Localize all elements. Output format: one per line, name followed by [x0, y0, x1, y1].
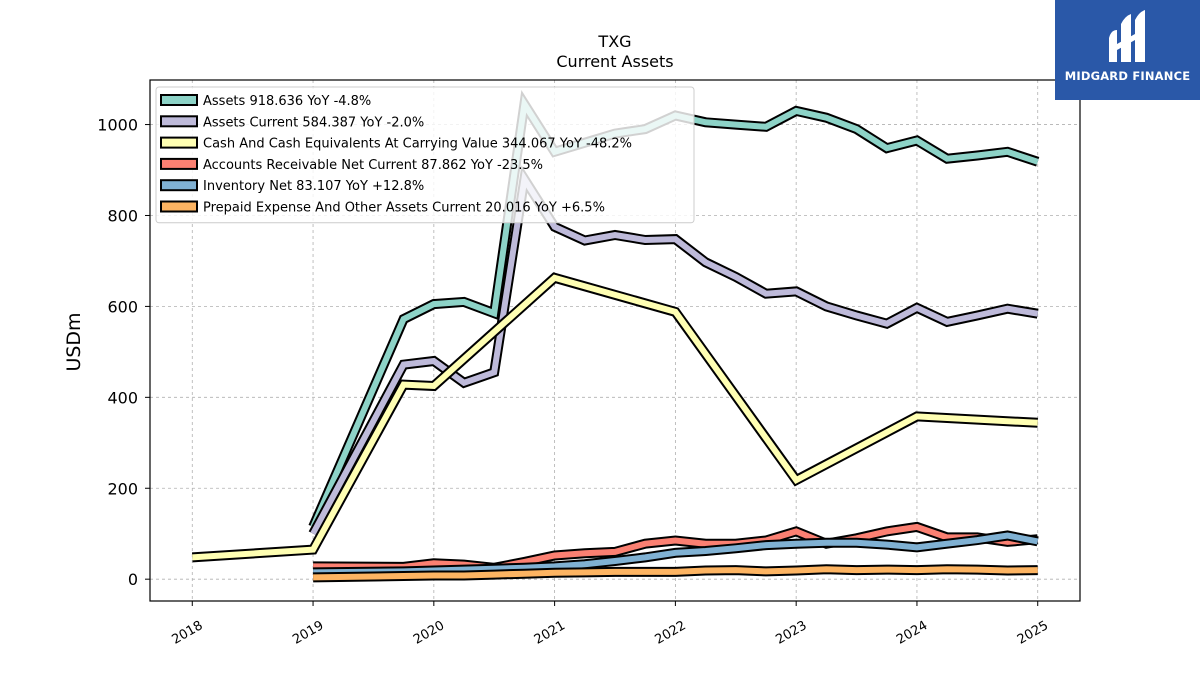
legend-swatch: [160, 200, 198, 213]
chart-title: TXG: [597, 32, 631, 51]
legend-label: Cash And Cash Equivalents At Carrying Va…: [203, 137, 632, 152]
y-tick-label: 200: [107, 479, 138, 498]
x-tick-label: 2022: [653, 618, 689, 648]
x-tick-label: 2023: [773, 618, 809, 648]
series-line-3: [191, 272, 1038, 563]
y-tick-label: 800: [107, 206, 138, 225]
legend-item: Cash And Cash Equivalents At Carrying Va…: [160, 136, 632, 152]
legend-swatch: [160, 115, 198, 128]
series-lines: [191, 89, 1040, 583]
midgard-m-logo-icon: [1109, 10, 1145, 62]
legend-item: Accounts Receivable Net Current 87.862 Y…: [160, 157, 543, 173]
legend-swatch: [160, 157, 198, 170]
legend-label: Accounts Receivable Net Current 87.862 Y…: [203, 158, 543, 173]
series-line-2: [308, 165, 1039, 537]
series-line-1: [308, 89, 1040, 529]
legend-swatch: [160, 136, 198, 149]
legend-swatch: [160, 179, 198, 192]
brand-name: MIDGARD FINANCE: [1064, 69, 1191, 83]
series-line-5: [313, 530, 1039, 578]
y-tick-label: 600: [107, 297, 138, 316]
legend-item: Inventory Net 83.107 YoY +12.8%: [160, 179, 424, 194]
x-tick-label: 2019: [290, 618, 326, 648]
legend-item: Assets Current 584.387 YoY -2.0%: [160, 115, 424, 130]
x-tick-label: 2020: [411, 618, 447, 648]
x-tick-label: 2024: [894, 618, 930, 648]
legend-swatch: [160, 94, 198, 106]
legend-label: Inventory Net 83.107 YoY +12.8%: [203, 179, 424, 194]
y-tick-label: 0: [128, 570, 138, 589]
x-tick-label: 2021: [532, 618, 568, 648]
brand-logo: MIDGARD FINANCE: [1055, 0, 1200, 100]
plot-area-frame: [149, 79, 1081, 602]
legend-label: Assets 918.636 YoY -4.8%: [203, 94, 371, 109]
legend-label: Prepaid Expense And Other Assets Current…: [203, 201, 605, 216]
chart-subtitle: Current Assets: [556, 52, 673, 71]
y-tick-label: 400: [107, 388, 138, 407]
legend-label: Assets Current 584.387 YoY -2.0%: [203, 115, 424, 130]
legend-item: Assets 918.636 YoY -4.8%: [160, 94, 371, 109]
x-tick-label: 2025: [1015, 618, 1051, 648]
legend-box: [155, 86, 695, 224]
series-line-6: [313, 564, 1038, 583]
legend-item: Prepaid Expense And Other Assets Current…: [160, 200, 605, 216]
y-axis-label: USDm: [63, 312, 85, 371]
y-tick-label: 1000: [97, 116, 138, 135]
x-tick-label: 2018: [169, 618, 205, 648]
legend: Assets 918.636 YoY -4.8% Assets Current 5…: [155, 86, 695, 224]
